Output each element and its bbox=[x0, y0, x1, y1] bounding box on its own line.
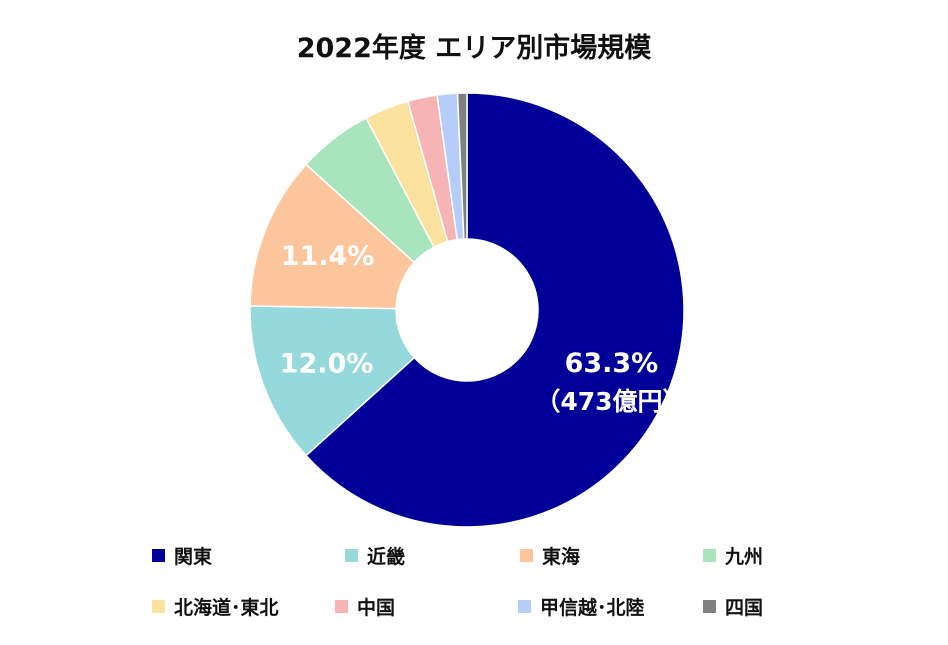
data-label-2: 11.4% bbox=[281, 241, 375, 272]
data-label-1: 12.0% bbox=[280, 349, 374, 380]
legend-label: 中国 bbox=[357, 596, 396, 619]
legend-swatch bbox=[703, 599, 716, 613]
legend-item-chugoku: 中国 bbox=[335, 592, 395, 620]
legend-swatch bbox=[520, 548, 533, 562]
legend-label: 九州 bbox=[725, 545, 764, 568]
legend-label: 北海道･東北 bbox=[174, 596, 279, 619]
slice-1 bbox=[249, 305, 416, 457]
legend-label: 東海 bbox=[542, 545, 581, 568]
legend-swatch bbox=[152, 599, 165, 613]
legend-item-shikoku: 四国 bbox=[703, 592, 763, 620]
legend-label: 近畿 bbox=[367, 545, 406, 568]
data-sublabel-0: （473億円） bbox=[535, 387, 687, 416]
legend-item-tokai: 東海 bbox=[520, 541, 580, 569]
legend-item-kanto: 関東 bbox=[152, 541, 212, 569]
legend-swatch bbox=[703, 548, 716, 562]
legend-item-koshinetsu-hokuriku: 甲信越･北陸 bbox=[518, 592, 645, 620]
slice-2 bbox=[249, 163, 416, 310]
legend-item-kyushu: 九州 bbox=[703, 541, 763, 569]
legend-label: 四国 bbox=[725, 596, 764, 619]
legend-swatch bbox=[345, 548, 358, 562]
data-label-0: 63.3% bbox=[565, 348, 659, 379]
legend-swatch bbox=[152, 548, 165, 562]
slice-0 bbox=[304, 92, 685, 528]
legend-label: 関東 bbox=[174, 545, 213, 568]
legend-item-kinki: 近畿 bbox=[345, 541, 405, 569]
slice-7 bbox=[456, 92, 468, 240]
legend-item-hokkaido-tohoku: 北海道･東北 bbox=[152, 592, 279, 620]
legend-swatch bbox=[518, 599, 531, 613]
legend-label: 甲信越･北陸 bbox=[540, 596, 645, 619]
chart-title: 2022年度 エリア別市場規模 bbox=[296, 33, 652, 64]
legend-swatch bbox=[335, 599, 348, 613]
